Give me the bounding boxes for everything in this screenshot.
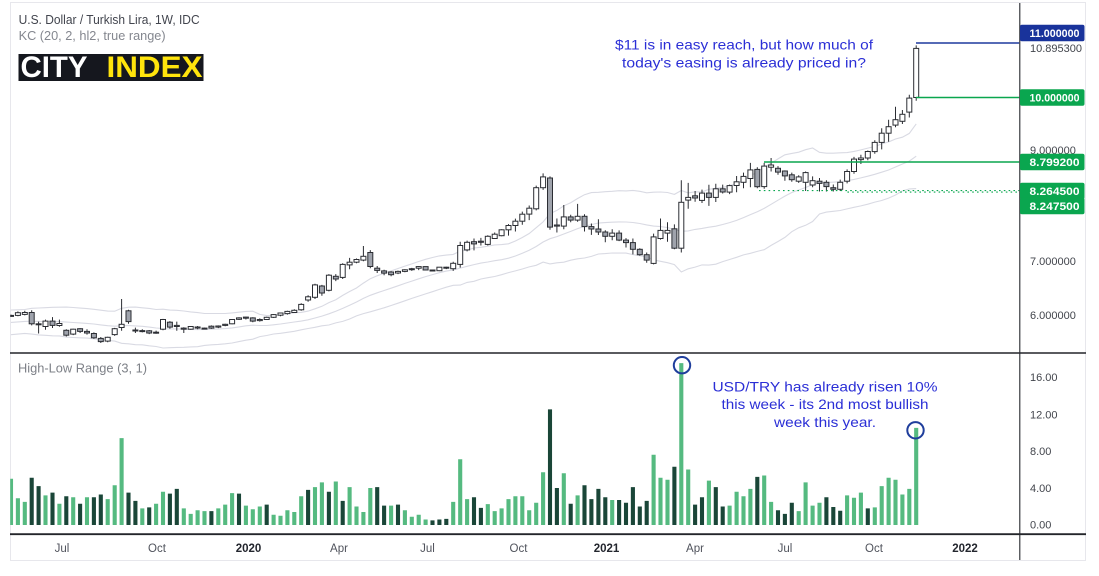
svg-text:CITY: CITY [21, 51, 88, 84]
svg-text:2020: 2020 [236, 543, 262, 555]
svg-text:12.00: 12.00 [1030, 409, 1058, 421]
svg-text:10.895300: 10.895300 [1030, 43, 1082, 55]
svg-text:4.00: 4.00 [1030, 483, 1051, 495]
svg-text:Apr: Apr [330, 543, 348, 555]
svg-text:10.000000: 10.000000 [1030, 92, 1080, 104]
svg-text:8.247500: 8.247500 [1030, 201, 1080, 213]
svg-text:8.264500: 8.264500 [1030, 186, 1080, 198]
svg-text:2022: 2022 [952, 543, 978, 555]
svg-text:U.S. Dollar / Turkish Lira, 1W: U.S. Dollar / Turkish Lira, 1W, IDC [19, 12, 200, 27]
svg-text:today's easing is already pric: today's easing is already priced in? [622, 56, 866, 71]
svg-text:this week - its 2nd most bulli: this week - its 2nd most bullish [722, 397, 929, 412]
svg-text:16.00: 16.00 [1030, 372, 1058, 384]
svg-text:11.000000: 11.000000 [1030, 28, 1080, 40]
svg-text:Apr: Apr [686, 543, 704, 555]
svg-text:Jul: Jul [55, 543, 70, 555]
svg-text:8.00: 8.00 [1030, 446, 1051, 458]
svg-text:High-Low Range (3, 1): High-Low Range (3, 1) [18, 361, 147, 376]
svg-text:Jul: Jul [420, 543, 435, 555]
svg-text:Oct: Oct [148, 543, 167, 555]
svg-text:week this year.: week this year. [773, 415, 876, 430]
svg-text:INDEX: INDEX [107, 51, 203, 84]
svg-text:7.000000: 7.000000 [1030, 256, 1076, 268]
svg-text:Oct: Oct [865, 543, 884, 555]
svg-text:8.799200: 8.799200 [1030, 157, 1080, 169]
svg-text:2021: 2021 [594, 543, 620, 555]
svg-text:$11 is in easy reach, but how: $11 is in easy reach, but how much of [615, 38, 873, 53]
svg-text:Jul: Jul [778, 543, 793, 555]
svg-text:Oct: Oct [510, 543, 529, 555]
svg-text:0.00: 0.00 [1030, 520, 1051, 532]
svg-text:6.000000: 6.000000 [1030, 310, 1076, 322]
svg-text:KC (20, 2, hl2, true range): KC (20, 2, hl2, true range) [19, 28, 166, 43]
svg-text:USD/TRY has already risen 10%: USD/TRY has already risen 10% [713, 380, 938, 395]
